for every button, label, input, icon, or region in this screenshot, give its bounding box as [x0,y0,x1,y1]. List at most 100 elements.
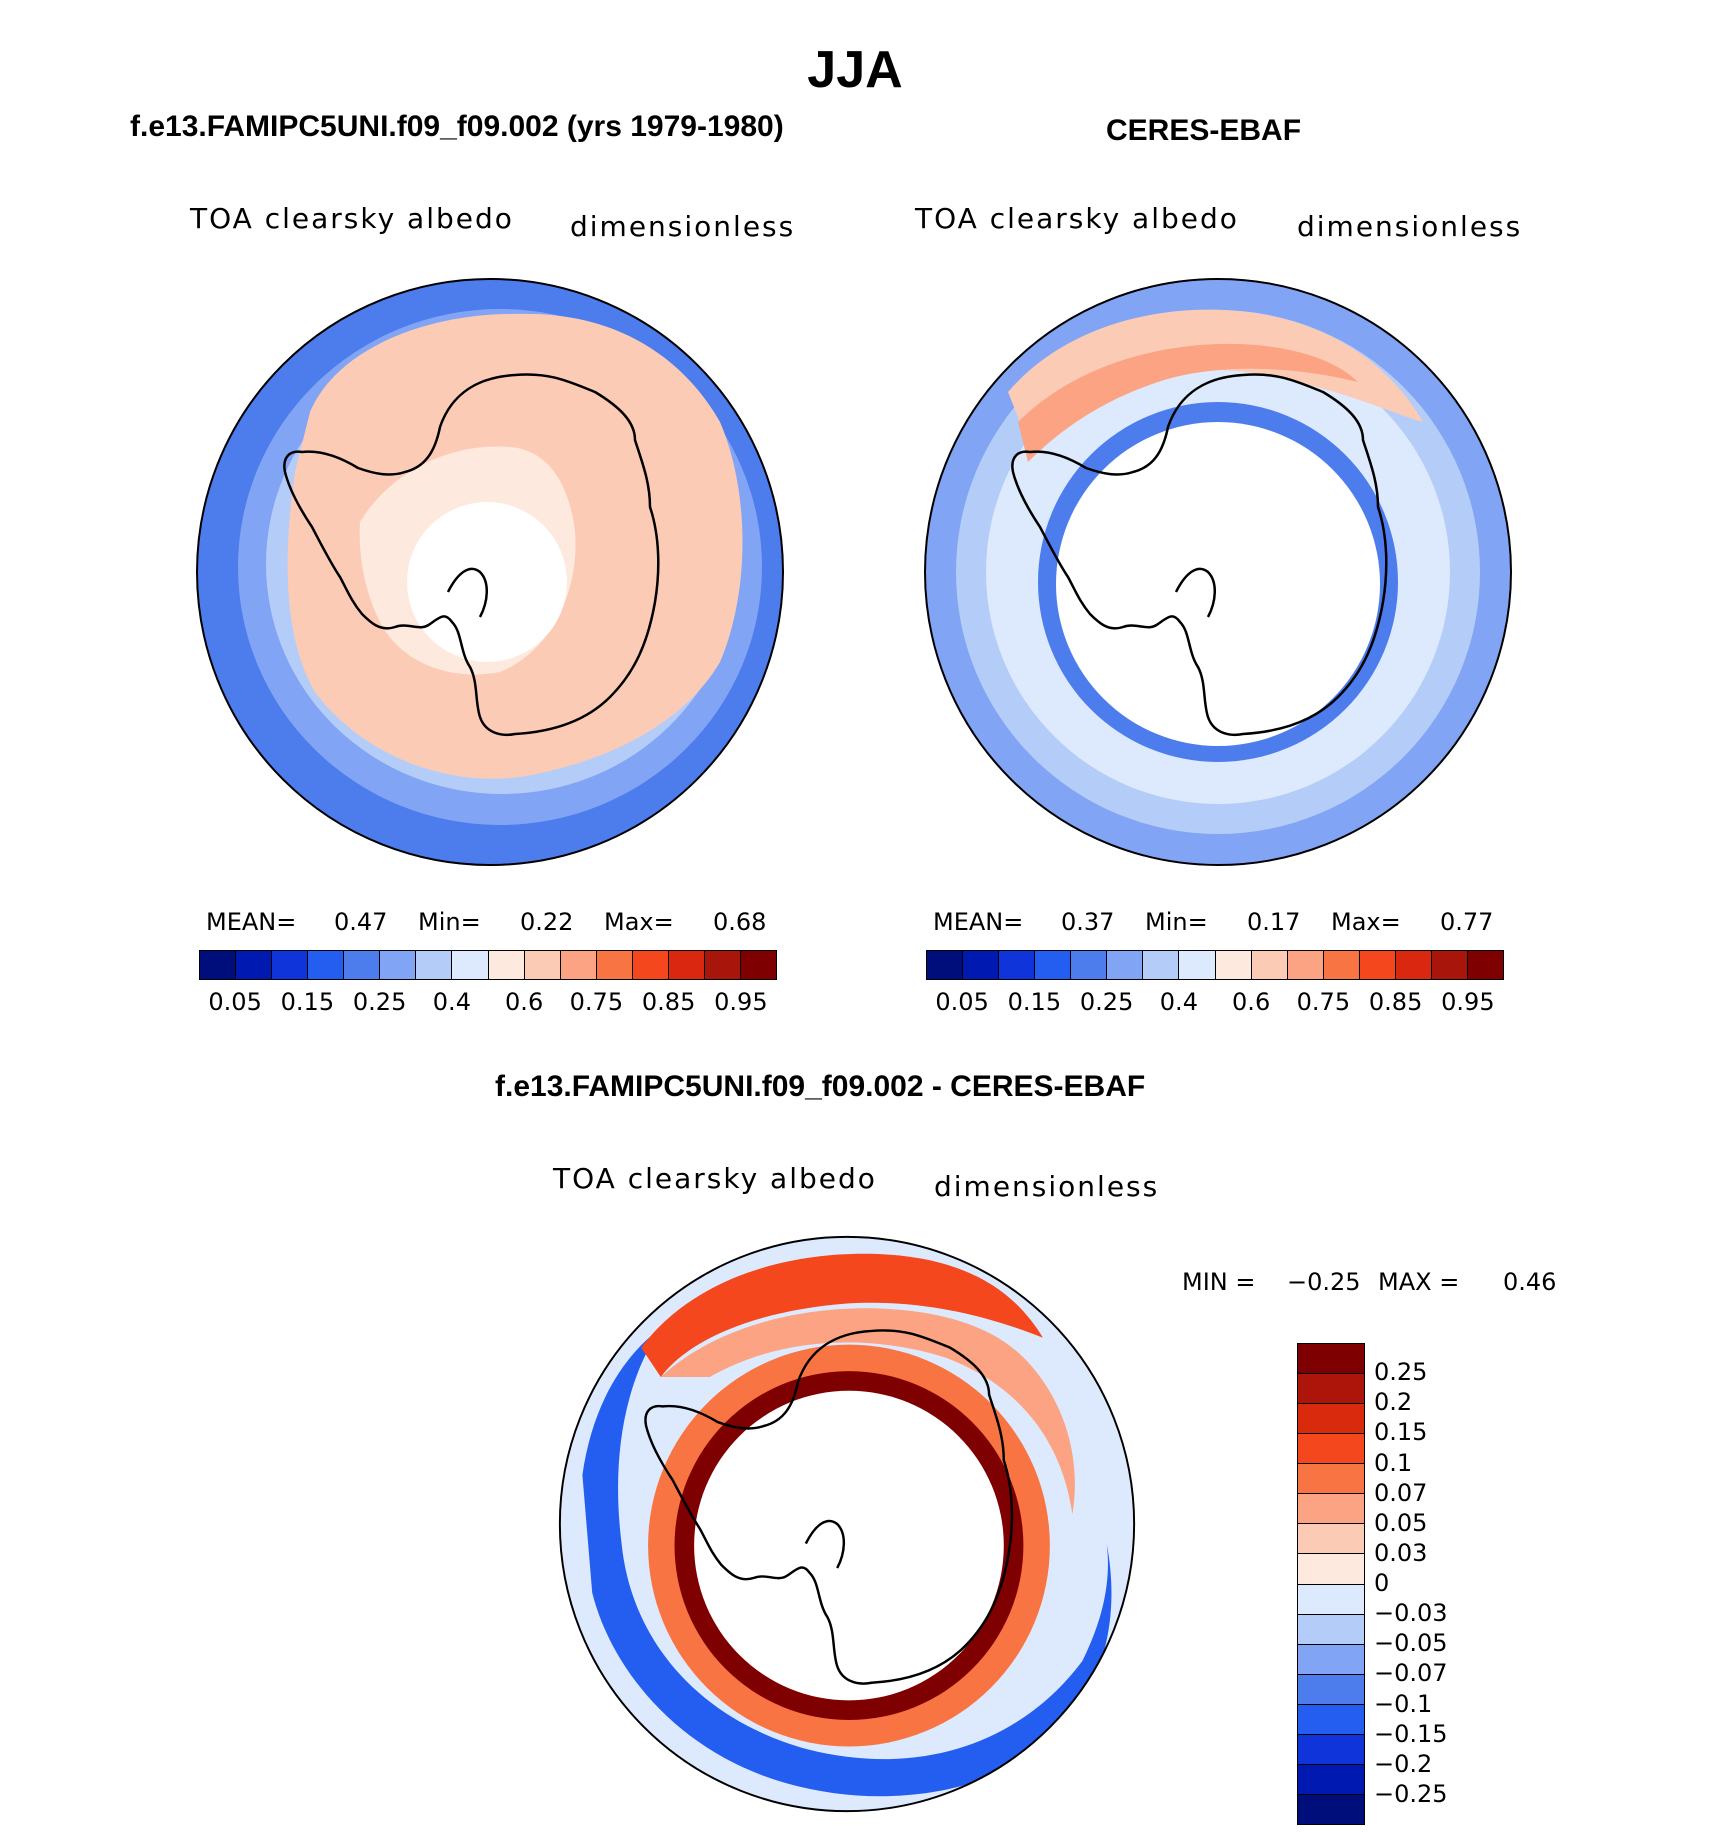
obs-colorbar-tick-label: 0.75 [1296,988,1351,1016]
diff-colorbar-tick-label: −0.03 [1374,1599,1448,1628]
obs-colorbar-cell [1323,951,1360,979]
obs-colorbar-cell [1179,951,1216,979]
obs-min-value: 0.17 [1247,908,1301,936]
obs-colorbar-tick-label: 0.4 [1159,988,1198,1016]
model-colorbar-cell [236,951,273,979]
model-colorbar-cell [488,951,525,979]
model-variable-label: TOA clearsky albedo [190,202,514,235]
model-colorbar-tick-label: 0.85 [641,988,696,1016]
model-mean-label: MEAN= [206,908,297,936]
model-colorbar-cell [704,951,741,979]
obs-colorbar-cell [1143,951,1180,979]
diff-max-value: 0.46 [1503,1268,1557,1296]
obs-colorbar-tick-label: 0.95 [1441,988,1495,1016]
obs-colorbar-tick-label: 0.15 [1007,988,1062,1016]
diff-colorbar-cell [1298,1494,1364,1525]
diff-colorbar-cell [1298,1344,1364,1375]
model-min-label: Min= [418,908,481,936]
diff-colorbar-cell [1298,1374,1364,1405]
model-polar-map [196,278,784,866]
obs-polar-map [924,278,1512,866]
diff-max-label: MAX = [1378,1268,1460,1296]
diff-colorbar-tick-label: 0.05 [1374,1508,1428,1537]
diff-colorbar-tick-label: 0.25 [1374,1358,1428,1387]
diff-colorbar-cell [1298,1434,1364,1465]
model-colorbar-tick-label: 0.6 [505,988,544,1016]
diff-colorbar-tick-label: 0.07 [1374,1478,1428,1507]
model-colorbar-tick-label: 0.75 [569,988,624,1016]
diff-colorbar-tick-label: −0.1 [1374,1689,1433,1718]
model-colorbar-cell [416,951,453,979]
obs-colorbar-cell [1359,951,1396,979]
obs-colorbar [926,950,1504,980]
model-colorbar-cell [272,951,309,979]
obs-variable-label: TOA clearsky albedo [915,202,1239,235]
diff-colorbar-tick-label: −0.15 [1374,1719,1448,1748]
diff-variable-label: TOA clearsky albedo [553,1162,877,1195]
diff-colorbar-cell [1298,1734,1364,1765]
diff-colorbar-tick-label: 0.2 [1374,1388,1413,1417]
diff-colorbar-cell [1298,1704,1364,1735]
obs-max-label: Max= [1331,908,1401,936]
model-colorbar-cell [740,951,776,979]
diff-colorbar-tick-label: 0.1 [1374,1448,1413,1477]
model-colorbar-tick-label: 0.15 [280,988,335,1016]
obs-colorbar-cell [1035,951,1072,979]
diff-colorbar-tick-label: 0 [1374,1569,1390,1597]
obs-colorbar-cell [963,951,1000,979]
obs-colorbar-cell [1071,951,1108,979]
obs-colorbar-cell [999,951,1036,979]
obs-colorbar-cell [927,951,964,979]
diff-panel-title: f.e13.FAMIPC5UNI.f09_f09.002 - CERES-EBA… [495,1070,1146,1103]
model-max-value: 0.68 [713,908,767,936]
diff-colorbar-tick-label: −0.05 [1374,1629,1448,1658]
obs-colorbar-cell [1107,951,1144,979]
obs-colorbar-cell [1251,951,1288,979]
model-colorbar-tick-label: 0.4 [432,988,471,1016]
obs-panel-title: CERES-EBAF [1106,114,1302,147]
model-min-value: 0.22 [520,908,574,936]
obs-units-label: dimensionless [1297,210,1523,243]
diff-colorbar-cell [1298,1404,1364,1435]
diff-min-value: −0.25 [1287,1268,1361,1296]
diff-colorbar-cell [1298,1764,1364,1795]
diff-colorbar-cell [1298,1674,1364,1705]
diff-colorbar-cell [1298,1554,1364,1585]
obs-max-value: 0.77 [1440,908,1494,936]
obs-colorbar-tick-label: 0.6 [1232,988,1271,1016]
model-colorbar-cell [452,951,489,979]
diff-colorbar-ticks: 0.25 0.2 0.15 0.1 0.07 0.05 0.03 0 −0.03 −0.05 −0.… [1374,1343,1494,1825]
model-colorbar-tick-label: 0.95 [714,988,768,1016]
diff-colorbar-cell [1298,1464,1364,1495]
model-max-label: Max= [604,908,674,936]
model-colorbar-cell [200,951,237,979]
diff-colorbar-cell [1298,1794,1364,1824]
model-colorbar-cell [308,951,345,979]
obs-colorbar-tick-label: 0.25 [1079,988,1134,1016]
diff-colorbar [1297,1343,1365,1825]
model-colorbar-cell [560,951,597,979]
obs-colorbar-cell [1467,951,1503,979]
diff-colorbar-tick-label: 0.03 [1374,1538,1428,1567]
obs-colorbar-cell [1287,951,1324,979]
diff-colorbar-cell [1298,1614,1364,1645]
model-colorbar-cell [380,951,417,979]
model-colorbar-ticks: 0.05 0.15 0.25 0.4 0.6 0.75 0.85 0.95 [199,988,777,1018]
diff-colorbar-tick-label: −0.25 [1374,1779,1448,1808]
model-colorbar-cell [596,951,633,979]
obs-colorbar-cell [1395,951,1432,979]
model-colorbar [199,950,777,980]
diff-min-label: MIN = [1182,1268,1256,1296]
obs-colorbar-cell [1215,951,1252,979]
diff-colorbar-tick-label: −0.2 [1374,1749,1433,1778]
model-colorbar-cell [668,951,705,979]
model-panel-title: f.e13.FAMIPC5UNI.f09_f09.002 (yrs 1979-1… [130,110,784,143]
model-colorbar-cell [524,951,561,979]
diff-polar-map [558,1235,1136,1813]
obs-colorbar-cell [1431,951,1468,979]
diff-colorbar-tick-label: −0.07 [1374,1659,1448,1688]
model-colorbar-tick-label: 0.05 [208,988,262,1016]
diff-colorbar-cell [1298,1644,1364,1675]
diff-units-label: dimensionless [934,1170,1160,1203]
model-units-label: dimensionless [570,210,796,243]
